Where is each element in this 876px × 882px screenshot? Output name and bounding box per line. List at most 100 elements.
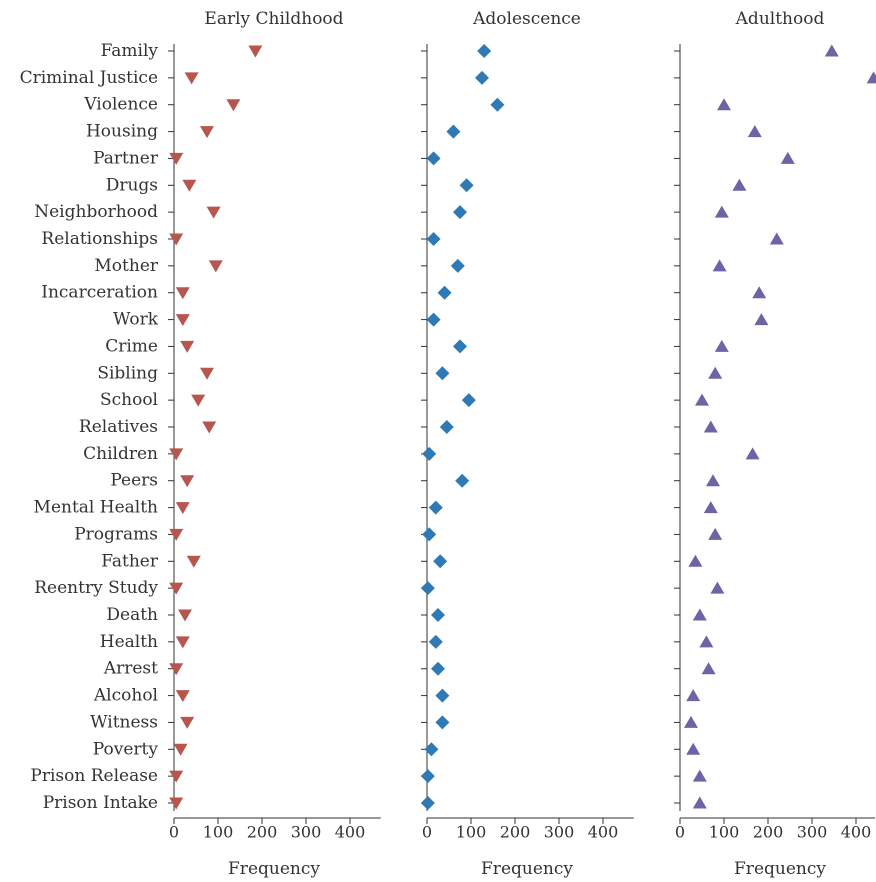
point-early-childhood-crime [180, 340, 195, 353]
point-adolescence-health [428, 634, 443, 649]
category-label-housing: Housing [86, 122, 158, 142]
point-early-childhood-housing [200, 126, 214, 139]
x-tick-label-adulthood-400: 400 [841, 823, 872, 842]
category-label-school: School [100, 390, 158, 410]
point-adulthood-death [692, 608, 707, 621]
point-adolescence-prison-release [420, 769, 435, 784]
x-tick-label-adolescence-100: 100 [456, 823, 487, 842]
category-label-prison-intake: Prison Intake [43, 793, 158, 813]
point-adolescence-crime [453, 339, 467, 354]
category-label-family: Family [101, 41, 159, 61]
category-label-criminal-justice: Criminal Justice [20, 68, 158, 88]
point-early-childhood-alcohol [175, 690, 190, 703]
point-adulthood-neighborhood [714, 205, 729, 218]
category-label-witness: Witness [90, 712, 158, 732]
point-early-childhood-prison-intake [169, 797, 184, 810]
point-early-childhood-neighborhood [206, 206, 221, 219]
point-adolescence-reentry-study [420, 581, 435, 596]
point-adulthood-arrest [701, 662, 716, 675]
point-early-childhood-relatives [202, 421, 217, 434]
point-early-childhood-witness [180, 716, 195, 729]
point-adulthood-alcohol [686, 689, 701, 702]
point-adolescence-children [422, 446, 437, 461]
x-tick-label-early-childhood-0: 0 [169, 823, 179, 842]
point-adulthood-peers [706, 474, 720, 487]
category-label-neighborhood: Neighborhood [34, 202, 158, 222]
category-label-mental-health: Mental Health [34, 498, 159, 518]
point-early-childhood-drugs [182, 179, 197, 192]
category-label-poverty: Poverty [93, 739, 159, 759]
point-adulthood-prison-intake [692, 796, 707, 809]
point-early-childhood-school [191, 394, 206, 407]
point-adulthood-violence [717, 98, 731, 111]
x-tick-label-early-childhood-100: 100 [203, 823, 234, 842]
x-tick-label-adolescence-300: 300 [544, 823, 575, 842]
panel-title-adulthood: Adulthood [735, 9, 825, 29]
category-label-children: Children [83, 444, 158, 464]
point-adolescence-housing [446, 124, 461, 139]
category-label-work: Work [113, 310, 159, 330]
point-adolescence-sibling [435, 366, 450, 381]
point-early-childhood-programs [169, 528, 184, 541]
point-adulthood-work [754, 313, 769, 326]
x-tick-label-adulthood-0: 0 [675, 823, 685, 842]
point-adolescence-father [433, 554, 448, 569]
point-early-childhood-prison-release [169, 770, 184, 783]
point-early-childhood-work [175, 314, 190, 327]
point-early-childhood-poverty [173, 743, 188, 756]
x-tick-label-adolescence-200: 200 [500, 823, 531, 842]
category-label-alcohol: Alcohol [93, 686, 158, 706]
point-adulthood-prison-release [692, 769, 707, 782]
point-adolescence-violence [490, 97, 505, 112]
point-adulthood-housing [747, 125, 762, 138]
point-early-childhood-mother [208, 260, 223, 273]
x-tick-label-adolescence-400: 400 [588, 823, 619, 842]
point-early-childhood-children [169, 448, 184, 461]
category-label-reentry-study: Reentry Study [34, 578, 158, 598]
point-adulthood-health [699, 635, 714, 648]
point-adolescence-neighborhood [453, 205, 467, 220]
point-adulthood-school [695, 393, 709, 406]
x-tick-label-adulthood-300: 300 [797, 823, 828, 842]
point-adulthood-programs [708, 527, 723, 540]
point-early-childhood-family [248, 45, 263, 58]
point-adolescence-arrest [431, 661, 445, 676]
point-early-childhood-health [175, 636, 190, 649]
category-label-peers: Peers [110, 471, 158, 491]
point-early-childhood-arrest [169, 663, 184, 676]
point-early-childhood-violence [226, 99, 241, 112]
point-adolescence-relatives [439, 420, 454, 434]
point-adulthood-children [745, 447, 760, 460]
point-adulthood-witness [684, 715, 698, 728]
x-tick-label-adulthood-100: 100 [709, 823, 740, 842]
category-label-relationships: Relationships [41, 229, 158, 249]
panel-title-early-childhood: Early Childhood [204, 9, 343, 29]
x-tick-label-adolescence-0: 0 [422, 823, 432, 842]
point-adolescence-partner [426, 151, 441, 166]
category-label-mother: Mother [94, 256, 158, 276]
point-adolescence-drugs [459, 178, 474, 193]
x-tick-label-early-childhood-400: 400 [335, 823, 366, 842]
category-label-relatives: Relatives [79, 417, 158, 437]
point-adolescence-peers [455, 473, 470, 488]
panel-title-adolescence: Adolescence [472, 9, 581, 29]
x-axis-title-adulthood: Frequency [734, 859, 826, 879]
point-early-childhood-death [178, 609, 192, 622]
x-tick-label-adulthood-200: 200 [753, 823, 784, 842]
category-label-prison-release: Prison Release [30, 766, 158, 786]
point-adulthood-incarceration [752, 286, 767, 299]
point-adulthood-partner [780, 151, 795, 164]
point-early-childhood-peers [180, 475, 195, 488]
category-label-programs: Programs [74, 524, 158, 544]
category-label-crime: Crime [105, 336, 158, 356]
point-adolescence-programs [422, 527, 437, 542]
category-label-father: Father [101, 551, 159, 571]
point-adolescence-relationships [426, 232, 441, 246]
point-adolescence-witness [435, 715, 450, 730]
point-adolescence-incarceration [437, 285, 452, 300]
point-adolescence-family [477, 44, 492, 58]
point-early-childhood-reentry-study [169, 582, 184, 595]
category-label-sibling: Sibling [97, 363, 158, 383]
point-early-childhood-father [186, 555, 201, 568]
